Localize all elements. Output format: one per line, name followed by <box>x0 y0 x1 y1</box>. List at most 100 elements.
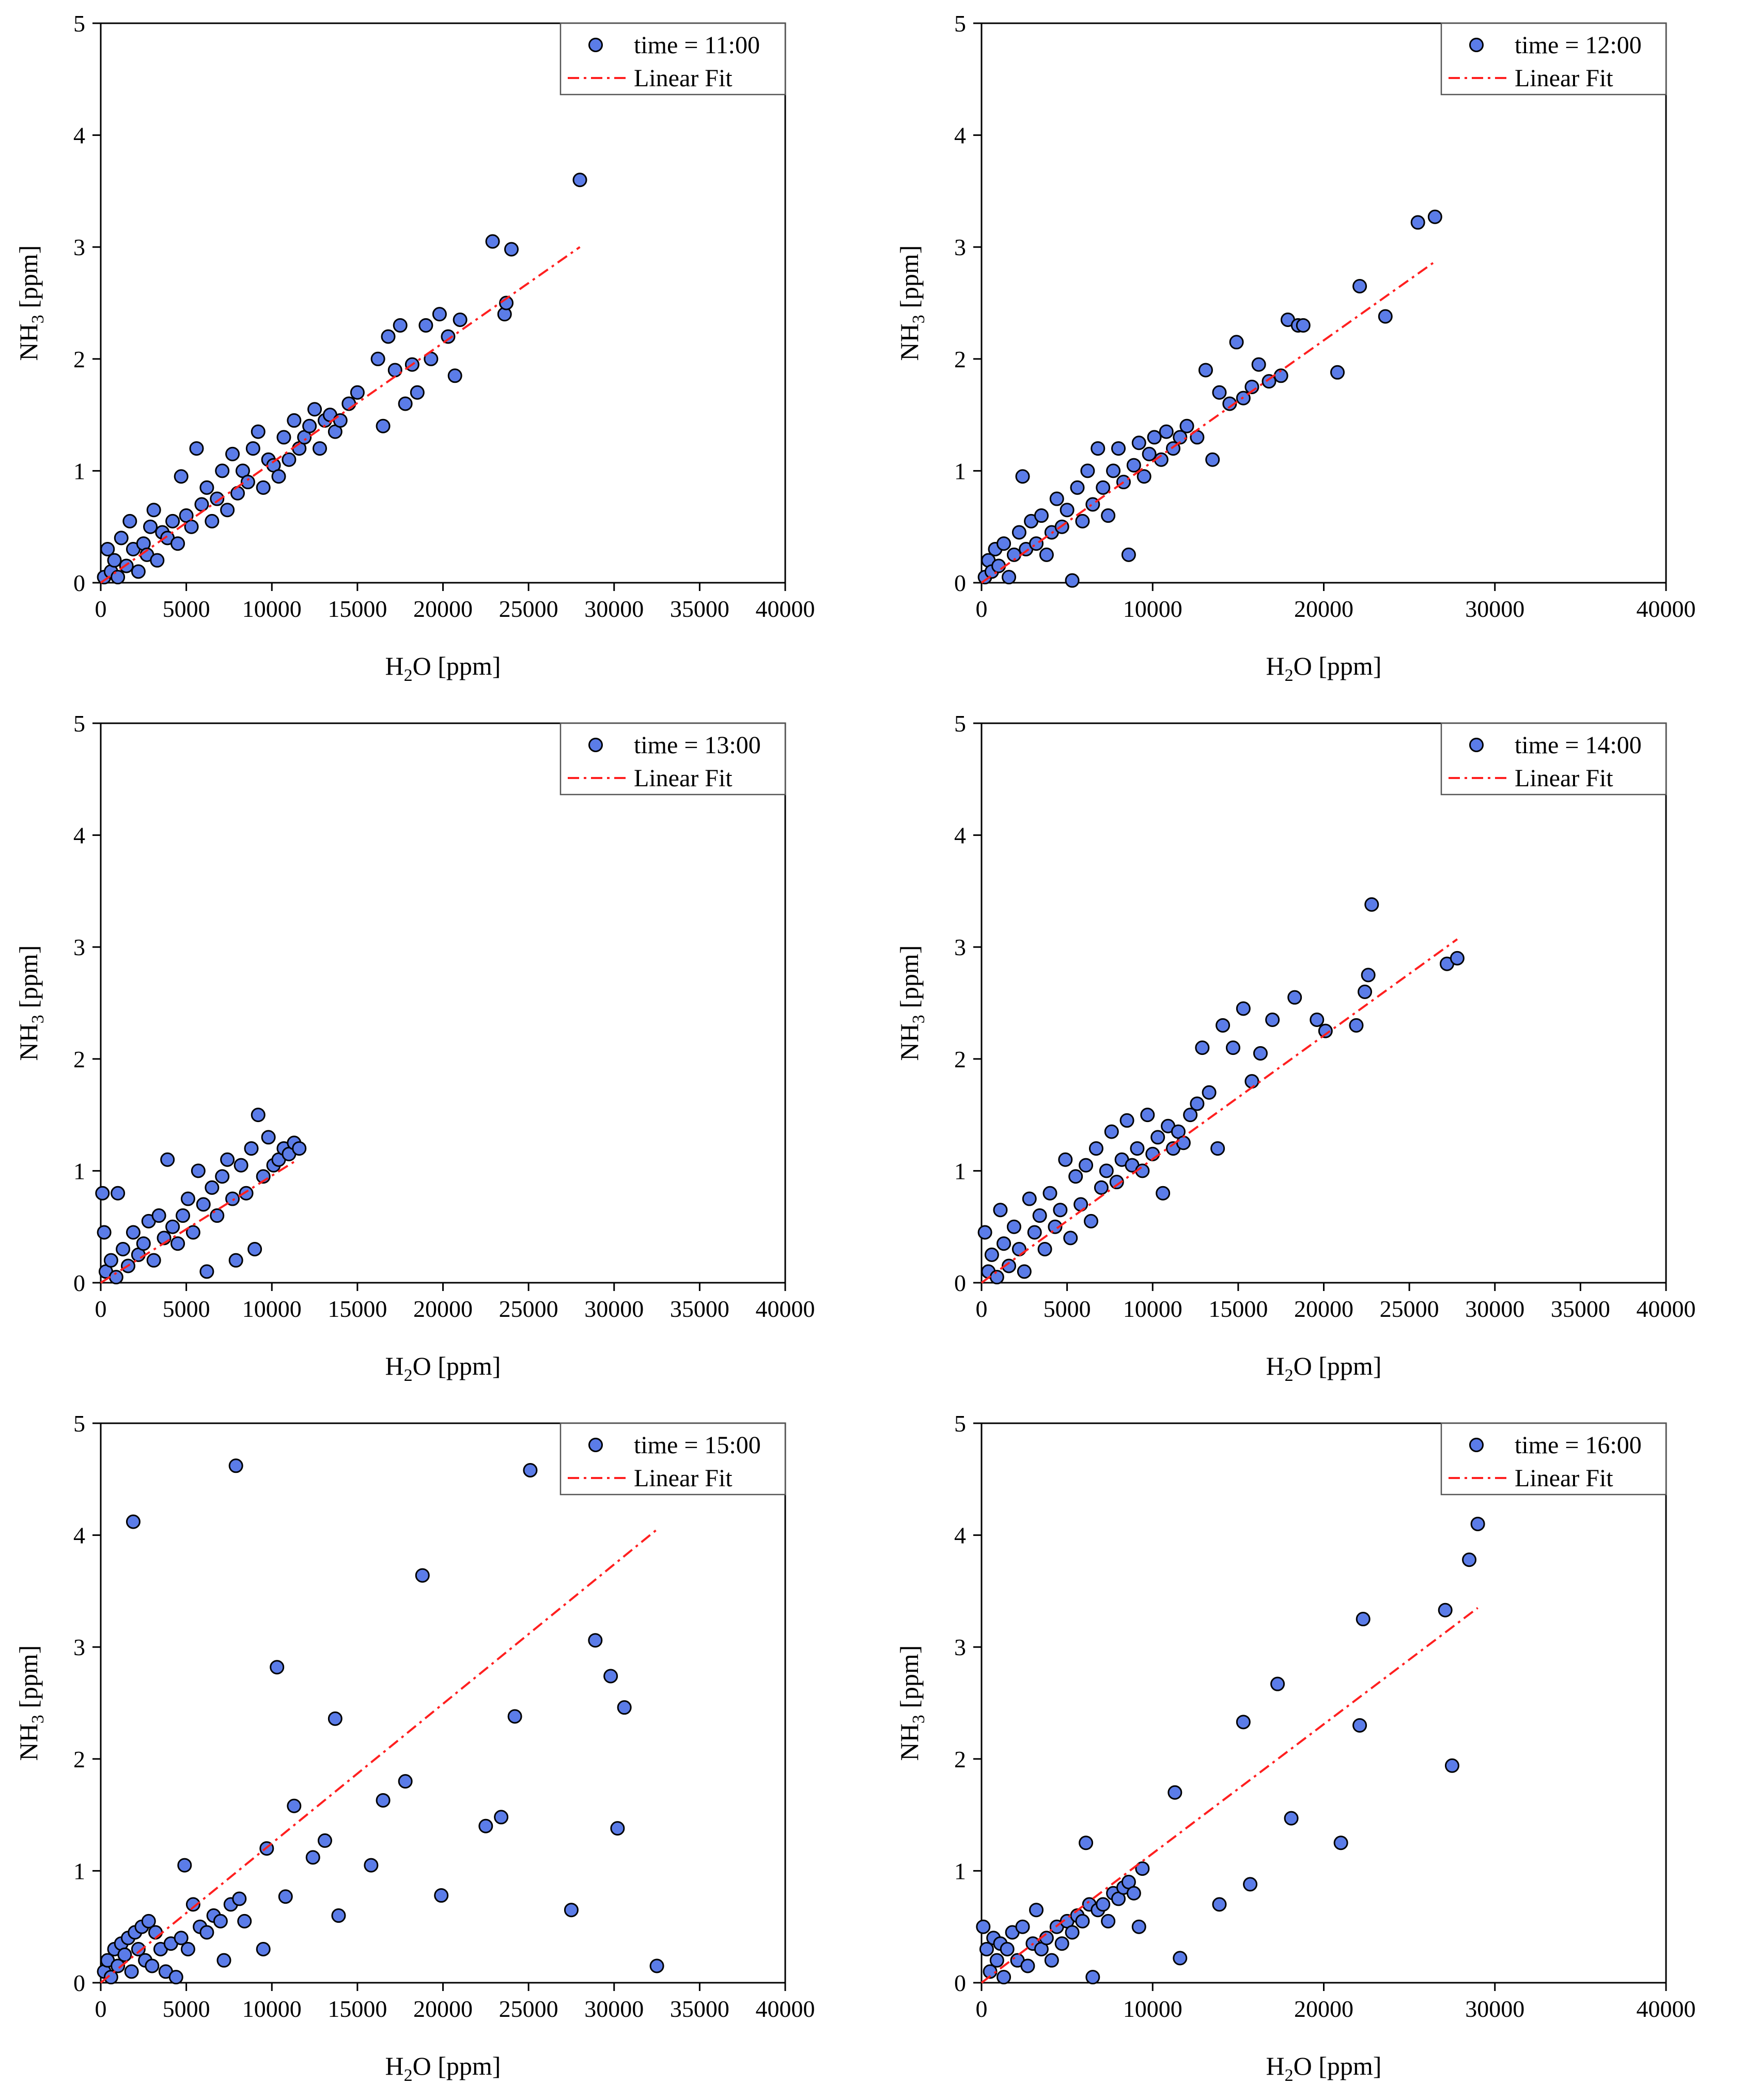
x-axis-title: H2O [ppm] <box>1266 651 1382 685</box>
y-tick-label: 4 <box>73 1522 85 1549</box>
data-point <box>251 1108 266 1123</box>
data-point <box>256 1942 271 1957</box>
data-point <box>1006 1219 1021 1234</box>
legend-entry-time: time = 16:00 <box>1515 1432 1642 1459</box>
data-point <box>111 570 126 585</box>
data-point <box>1195 1040 1210 1055</box>
data-point <box>116 1242 131 1257</box>
data-point <box>588 1633 603 1648</box>
data-point <box>1225 1040 1240 1055</box>
plot-frame <box>100 22 786 584</box>
data-point <box>97 1225 112 1240</box>
data-point <box>1265 1012 1280 1027</box>
y-tick-label: 4 <box>73 122 85 149</box>
data-point <box>313 441 327 456</box>
x-tick-label: 5000 <box>1044 1296 1091 1322</box>
axis-title-part: [ppm] <box>14 245 43 315</box>
data-point <box>989 1953 1004 1968</box>
axis-title-part: [ppm] <box>14 945 43 1015</box>
data-point <box>205 1180 220 1195</box>
y-tick-label: 4 <box>954 122 966 149</box>
y-axis-title: NH3 [ppm] <box>14 245 48 361</box>
data-point <box>225 446 240 461</box>
x-tick-label: 40000 <box>756 596 815 622</box>
legend-marker-icon <box>588 738 603 752</box>
x-tick-label: 0 <box>976 1296 988 1322</box>
y-tick-label: 2 <box>73 346 85 372</box>
data-point <box>114 531 129 546</box>
data-point <box>270 1660 285 1675</box>
data-point <box>230 486 245 501</box>
x-tick-label: 10000 <box>1123 596 1182 622</box>
data-point <box>983 1964 998 1979</box>
y-tick-label: 0 <box>954 570 966 596</box>
data-point <box>170 536 185 551</box>
data-point <box>1048 1219 1063 1234</box>
data-point <box>333 413 348 428</box>
y-tick-label: 1 <box>73 1158 85 1184</box>
data-point <box>180 1191 195 1206</box>
data-point <box>1029 536 1044 551</box>
y-tick-label: 3 <box>73 234 85 260</box>
x-tick-label: 30000 <box>1465 1296 1524 1322</box>
data-point <box>1212 1897 1227 1912</box>
x-tick-label: 0 <box>976 1996 988 2022</box>
data-point <box>993 1203 1008 1218</box>
data-point <box>418 318 433 333</box>
data-point <box>1210 1141 1225 1156</box>
data-point <box>146 503 161 518</box>
data-point <box>180 1942 195 1957</box>
data-point <box>1356 1612 1371 1627</box>
linear-fit-line <box>980 1607 1478 1984</box>
legend-box <box>1440 1422 1667 1496</box>
legend-entry-time: time = 12:00 <box>1515 32 1642 59</box>
y-tick-label: 5 <box>73 710 85 737</box>
data-point <box>165 514 180 528</box>
data-point <box>282 452 297 467</box>
x-tick-label: 40000 <box>1637 596 1696 622</box>
data-point <box>610 1821 625 1836</box>
axis-title-part: O [ppm] <box>413 2051 501 2080</box>
data-point <box>271 469 286 484</box>
y-tick-label: 2 <box>73 1746 85 1772</box>
data-point <box>441 329 456 344</box>
chart-panel-1100: 0 5000 10000 15000 20000 25000 30000 35000 40000… <box>0 0 878 700</box>
data-point <box>523 1463 538 1477</box>
axis-title-subscript: 3 <box>28 1715 48 1723</box>
y-axis-title: NH3 [ppm] <box>14 945 48 1061</box>
y-tick-label: 1 <box>73 1858 85 1884</box>
x-tick-label: 30000 <box>1465 596 1524 622</box>
data-point <box>1358 984 1372 999</box>
data-point <box>160 1152 175 1167</box>
data-point <box>261 1130 276 1145</box>
y-tick-label: 3 <box>954 234 966 260</box>
data-point <box>376 418 391 433</box>
axis-title-part: H <box>385 651 404 680</box>
x-tick-label: 15000 <box>328 596 387 622</box>
data-point <box>1410 215 1425 230</box>
data-point <box>393 318 408 333</box>
data-point <box>1130 1141 1145 1156</box>
data-point <box>1361 968 1376 983</box>
data-point <box>1205 452 1220 467</box>
axis-title-subscript: 2 <box>404 2066 413 2085</box>
data-point <box>245 441 260 456</box>
data-point <box>213 1914 228 1928</box>
legend-marker-icon <box>1469 738 1484 752</box>
y-tick-label: 0 <box>73 1970 85 1996</box>
data-point <box>1243 1877 1258 1892</box>
data-point <box>124 1964 139 1979</box>
y-tick-label: 1 <box>954 458 966 484</box>
data-point <box>507 1709 522 1724</box>
legend-entry-fit: Linear Fit <box>1515 65 1613 92</box>
axis-title-part: NH <box>895 1723 924 1761</box>
y-axis-title: NH3 [ppm] <box>14 1645 48 1761</box>
data-point <box>1094 1180 1109 1195</box>
data-point <box>1140 1108 1155 1123</box>
data-point <box>240 475 255 490</box>
data-point <box>1168 1785 1182 1800</box>
x-tick-label: 15000 <box>328 1996 387 2022</box>
data-point <box>1111 441 1126 456</box>
data-point <box>1173 430 1188 445</box>
